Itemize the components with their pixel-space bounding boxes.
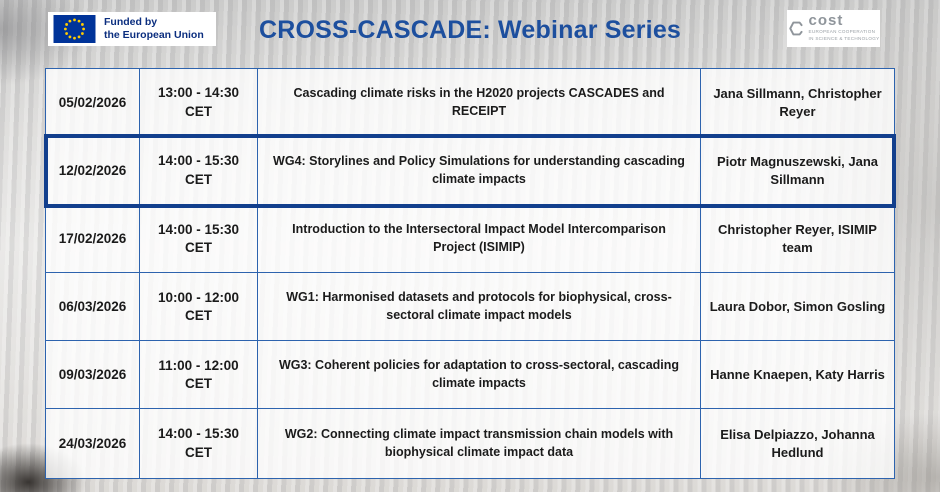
eu-logo-line1: Funded by: [104, 15, 158, 28]
topic-cell: WG2: Connecting climate impact transmiss…: [258, 409, 701, 478]
topic-cell: WG3: Coherent policies for adaptation to…: [258, 341, 701, 410]
speakers-cell: Laura Dobor, Simon Gosling: [701, 273, 894, 342]
cost-wordmark: cost: [808, 12, 844, 30]
date-cell: 17/02/2026: [46, 205, 140, 274]
page-title: CROSS-CASCADE: Webinar Series: [258, 16, 682, 44]
date-cell: 05/02/2026: [46, 69, 140, 138]
cost-hexagon-icon: [788, 21, 803, 36]
date-cell: 24/03/2026: [46, 409, 140, 478]
topic-cell: Cascading climate risks in the H2020 pro…: [258, 69, 701, 138]
speakers-cell: Hanne Knaepen, Katy Harris: [701, 341, 894, 410]
timezone: CET: [185, 444, 212, 460]
time-range: 14:00 - 15:30: [157, 426, 240, 442]
time-cell: 14:00 - 15:30 CET: [140, 137, 258, 206]
table-row: 24/03/2026 14:00 - 15:30 CET WG2: Connec…: [46, 409, 894, 478]
cost-tagline-line2: IN SCIENCE & TECHNOLOGY: [808, 35, 880, 41]
time-range: 14:00 - 15:30: [157, 221, 240, 237]
eu-flag-icon: [53, 15, 96, 43]
date-cell: 06/03/2026: [46, 273, 140, 342]
topic-cell: WG1: Harmonised datasets and protocols f…: [258, 273, 701, 342]
eu-logo-text: Funded by the European Union: [104, 16, 204, 42]
timezone: CET: [185, 171, 212, 187]
time-range: 13:00 - 14:30: [157, 85, 240, 101]
speakers-cell: Christopher Reyer, ISIMIP team: [701, 205, 894, 274]
time-cell: 13:00 - 14:30 CET: [140, 69, 258, 138]
time-range: 11:00 - 12:00: [158, 357, 239, 373]
speakers-cell: Piotr Magnuszewski, Jana Sillmann: [701, 137, 894, 206]
timezone: CET: [185, 103, 212, 119]
timezone: CET: [185, 239, 212, 255]
speakers-cell: Elisa Delpiazzo, Johanna Hedlund: [701, 409, 894, 478]
timezone: CET: [185, 375, 212, 391]
time-range: 14:00 - 15:30: [157, 153, 240, 169]
time-range: 10:00 - 12:00: [157, 289, 240, 305]
speakers-cell: Jana Sillmann, Christopher Reyer: [701, 69, 894, 138]
eu-funding-logo: Funded by the European Union: [48, 12, 216, 46]
eu-logo-line2: the European Union: [104, 29, 204, 41]
time-cell: 10:00 - 12:00 CET: [140, 273, 258, 342]
webinar-schedule-table: 05/02/2026 13:00 - 14:30 CET Cascading c…: [44, 68, 896, 479]
table-row-highlighted: 12/02/2026 14:00 - 15:30 CET WG4: Storyl…: [44, 134, 896, 209]
date-cell: 12/02/2026: [46, 137, 140, 206]
time-cell: 11:00 - 12:00 CET: [140, 341, 258, 410]
timezone: CET: [185, 307, 212, 323]
table-row: 05/02/2026 13:00 - 14:30 CET Cascading c…: [46, 69, 894, 138]
cost-tagline: EUROPEAN COOPERATION IN SCIENCE & TECHNO…: [809, 29, 880, 41]
cost-tagline-line1: EUROPEAN COOPERATION: [808, 29, 876, 35]
table-row: 17/02/2026 14:00 - 15:30 CET Introductio…: [46, 205, 894, 274]
date-cell: 09/03/2026: [46, 341, 140, 410]
cost-logo-text: cost EUROPEAN COOPERATION IN SCIENCE & T…: [808, 12, 880, 41]
time-cell: 14:00 - 15:30 CET: [140, 409, 258, 478]
cost-logo: cost EUROPEAN COOPERATION IN SCIENCE & T…: [787, 10, 880, 47]
time-cell: 14:00 - 15:30 CET: [140, 205, 258, 274]
table-row: 06/03/2026 10:00 - 12:00 CET WG1: Harmon…: [46, 273, 894, 342]
table-row: 09/03/2026 11:00 - 12:00 CET WG3: Cohere…: [46, 341, 894, 410]
topic-cell: Introduction to the Intersectoral Impact…: [258, 205, 701, 274]
topic-cell: WG4: Storylines and Policy Simulations f…: [258, 137, 701, 206]
